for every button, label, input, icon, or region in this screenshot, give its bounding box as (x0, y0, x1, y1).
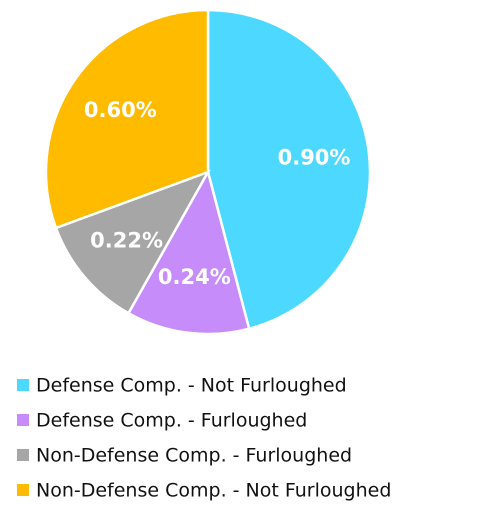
legend-swatch (17, 484, 29, 496)
legend-label: Non-Defense Comp. - Not Furloughed (36, 480, 391, 502)
legend-swatch (17, 449, 29, 461)
legend-label: Non-Defense Comp. - Furloughed (36, 445, 352, 467)
legend-swatch (17, 414, 29, 426)
data-label: 0.24% (158, 265, 231, 289)
pie-slice (126, 168, 251, 336)
data-label: 0.90% (278, 145, 351, 169)
pie-slice (44, 8, 210, 230)
data-label: 0.22% (90, 228, 163, 252)
data-label: 0.60% (84, 98, 157, 122)
pie-slice (206, 8, 372, 331)
pie-slice (54, 169, 211, 315)
legend-swatch (17, 379, 29, 391)
legend-label: Defense Comp. - Furloughed (36, 410, 307, 432)
legend-label: Defense Comp. - Not Furloughed (36, 375, 347, 397)
